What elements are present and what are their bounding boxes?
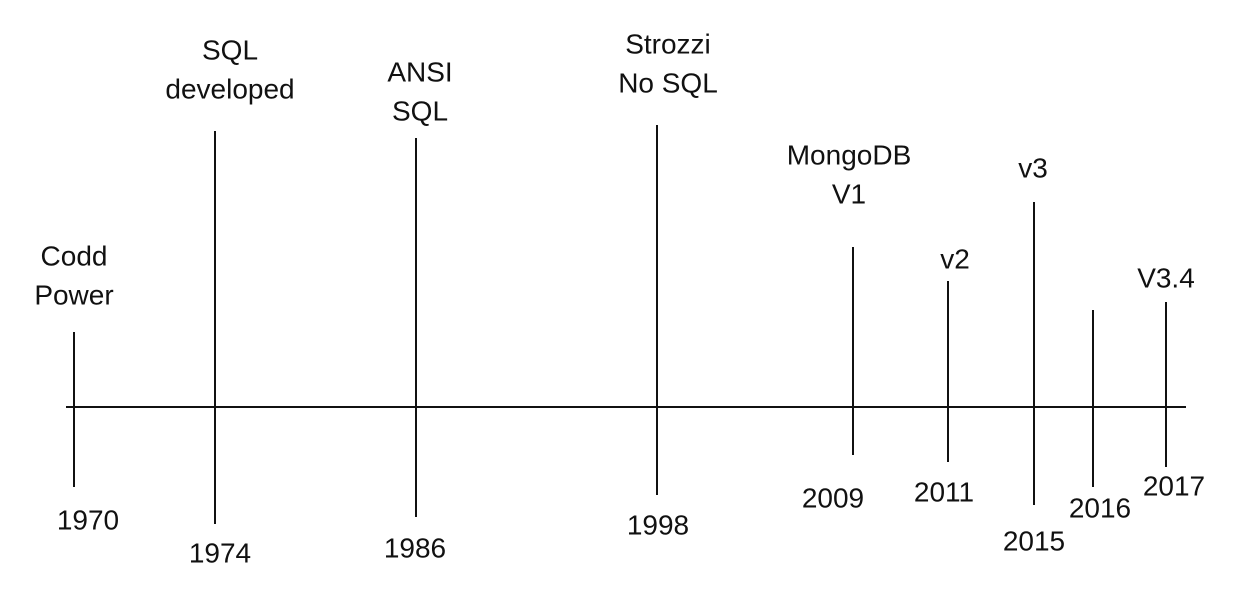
event-label: V1 <box>832 178 866 209</box>
event-year: 2009 <box>802 482 864 513</box>
event-year: 1986 <box>384 532 446 563</box>
event-label: Codd <box>41 240 108 271</box>
event-label: Strozzi <box>625 28 711 59</box>
event-year: 1974 <box>189 537 251 568</box>
event-label: V3.4 <box>1137 262 1195 293</box>
event-label: MongoDB <box>787 139 912 170</box>
event-year: 2015 <box>1003 525 1065 556</box>
event-label: SQL <box>392 95 448 126</box>
event-label: SQL <box>202 34 258 65</box>
event-label: v3 <box>1018 152 1048 183</box>
event-year: 2016 <box>1069 492 1131 523</box>
event-label: No SQL <box>618 67 718 98</box>
event-year: 2011 <box>914 476 974 507</box>
event-label: Power <box>34 279 113 310</box>
event-year: 2017 <box>1143 470 1205 501</box>
event-year: 1970 <box>57 504 119 535</box>
event-label: developed <box>165 73 294 104</box>
event-year: 1998 <box>627 509 689 540</box>
event-label: ANSI <box>387 56 452 87</box>
event-label: v2 <box>940 243 970 274</box>
